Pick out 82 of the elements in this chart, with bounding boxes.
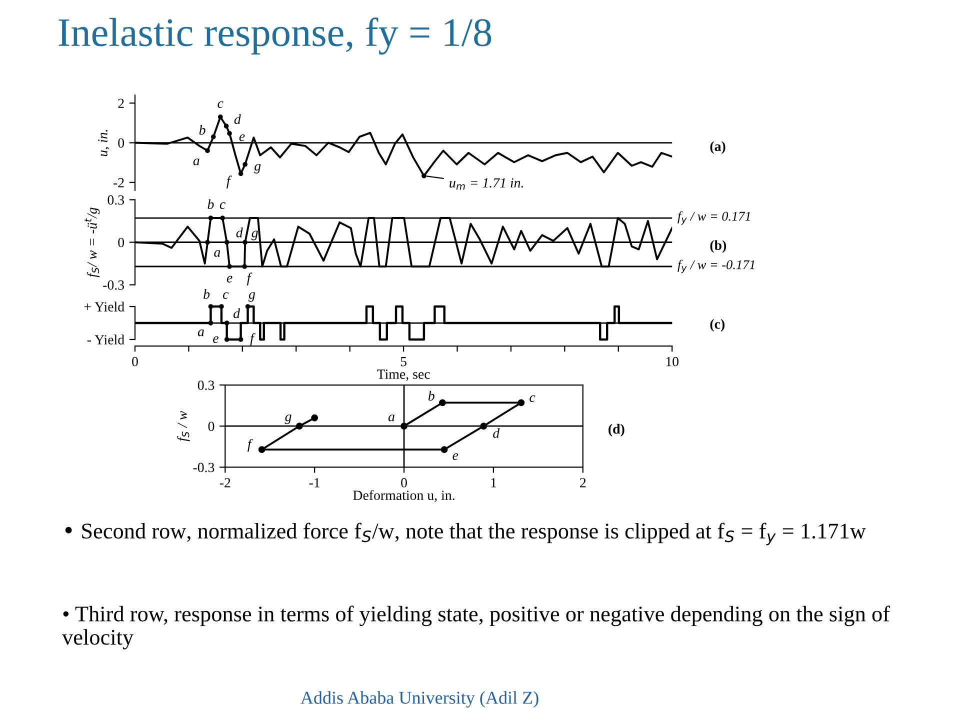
annotation: d [493,428,500,438]
annotation: u$_{m}$ = 1.71 in. [450,178,523,190]
point [258,446,266,454]
chart-title: Inelastic response, fy = 1/8 [58,18,492,55]
y-axis-title: f$_{S}$/ w = -ü$^{t}$/g [84,208,100,278]
y-tick-label: -0.3 [193,462,214,472]
point [210,134,216,140]
annotation: g [248,292,256,302]
annotation: b [199,124,206,135]
text: (a) [710,141,726,154]
annotation: f [246,272,252,286]
point [242,162,248,167]
y-axis-title: u, in. [98,130,110,156]
y-axis-title: f$_{S}$ / w [177,410,190,442]
y-tick-label: 0 [118,238,124,248]
annotation: d [236,228,243,238]
x-tick-label: 10 [666,356,679,366]
text: • Second row, normalized force f$_{S}$/w, note that the response is clipped at f$_{S}$ = f$_{y}$ = 1.171w [65,522,866,546]
point [439,399,446,406]
x-tick-label: 5 [400,357,406,366]
point [440,446,448,454]
annotation: b [428,390,434,401]
annotation: a [214,250,220,257]
point [220,216,225,220]
point [205,148,210,154]
text: Addis Ababa University (Adil Z) [300,691,538,708]
annotation: a [388,414,394,422]
x-tick-label: -1 [309,478,320,488]
point [422,173,426,178]
x-tick-label: 0 [132,356,138,366]
point [218,114,223,120]
x-axis-title: Deformation u, in. [353,490,454,502]
point [227,264,232,269]
annotation: f [248,439,253,452]
point [242,240,248,245]
text: (c) [710,319,724,332]
text: • Third row, response in terms of yielding state, positive or negative depending on the sign of velocity [62,606,890,650]
point [311,414,318,422]
y-tick-label: 0 [208,422,214,432]
annotation: a [198,330,204,336]
annotation: c [222,292,229,299]
annotation: e [226,276,232,282]
y-tick-label: -2 [114,178,124,188]
y-tick-label: 2 [118,98,124,108]
x-tick-label: 2 [580,478,586,488]
ref-line-label: f$_{y}$ / w = -0.171 [678,260,754,274]
annotation: c [220,202,226,209]
annotation: d [234,114,241,124]
annotation: f [250,333,256,346]
annotation: b [204,289,210,299]
y-tick-label: 0 [118,138,124,148]
annotation: c [218,101,224,108]
annotation: f [226,176,232,188]
category-label: + Yield [84,302,124,312]
ref-line-label: f$_{y}$ / w = 0.171 [678,211,750,225]
y-tick-label: 0.3 [108,195,124,205]
annotation: g [251,230,258,240]
point [208,216,214,220]
annotation: g [254,164,261,174]
text: (d) [608,424,624,437]
annotation: e [213,336,218,343]
text: (b) [710,240,726,253]
point [227,131,232,136]
annotation: g [284,414,292,424]
annotation: e [239,134,245,142]
annotation: a [193,158,200,166]
annotation: d [234,308,240,318]
point [224,124,229,129]
point [518,399,525,406]
category-label: - Yield [87,334,124,344]
point [242,264,247,269]
x-tick-label: 0 [401,478,407,488]
x-tick-label: 1 [491,478,496,488]
annotation: b [208,199,214,209]
point [224,240,230,245]
y-tick-label: 0.3 [198,380,214,390]
annotation: c [530,395,536,402]
x-tick-label: -2 [220,478,230,488]
y-tick-label: -0.3 [103,280,124,290]
point [238,171,244,176]
x-axis-title: Time, sec [377,370,430,381]
annotation: e [452,453,458,460]
